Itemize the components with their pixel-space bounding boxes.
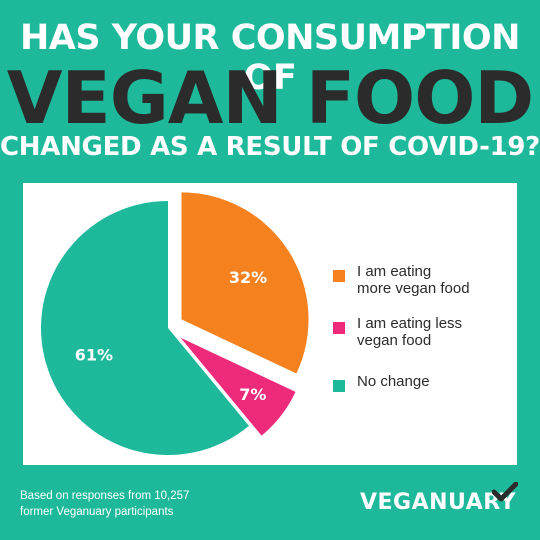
legend-label-more: I am eating more vegan food — [357, 263, 517, 297]
legend-swatch-more — [333, 270, 345, 282]
footnote: Based on responses from 10,257 former Ve… — [20, 488, 280, 520]
pie-slice-1 — [180, 337, 296, 436]
footnote-line-2: former Veganuary participants — [20, 506, 174, 518]
title-line-3: CHANGED AS A RESULT OF COVID-19? — [0, 132, 540, 162]
legend-swatch-no-change — [333, 380, 345, 392]
pie-slice-0 — [181, 192, 309, 374]
check-mark-icon — [492, 482, 518, 502]
pie-slice-2 — [40, 201, 249, 455]
chart-panel: 32% 7% 61% I am eating more vegan food I a… — [23, 183, 517, 465]
legend-label-no-change-line1: No change — [357, 373, 430, 390]
pie-label-0: 32% — [229, 268, 267, 287]
legend-label-no-change: No change — [357, 373, 517, 390]
legend-swatch-less — [333, 322, 345, 334]
footnote-line-1: Based on responses from 10,257 — [20, 490, 190, 502]
legend-label-less: I am eating less vegan food — [357, 315, 517, 349]
veganuary-logo: VEGANUARY — [360, 482, 520, 522]
pie-label-2: 61% — [75, 346, 113, 365]
pie-chart: 32% 7% 61% — [40, 192, 309, 455]
pie-label-1: 7% — [239, 385, 266, 404]
legend-label-more-line2: more vegan food — [357, 280, 470, 297]
logo-text: VEGANUARY — [360, 490, 516, 515]
title-line-2: VEGAN FOOD — [6, 56, 534, 140]
legend-label-more-line1: I am eating — [357, 263, 432, 280]
legend-label-less-line2: vegan food — [357, 332, 432, 349]
title-line-1: HAS YOUR CONSUMPTION OF — [20, 18, 520, 98]
legend-label-less-line1: I am eating less — [357, 315, 463, 332]
